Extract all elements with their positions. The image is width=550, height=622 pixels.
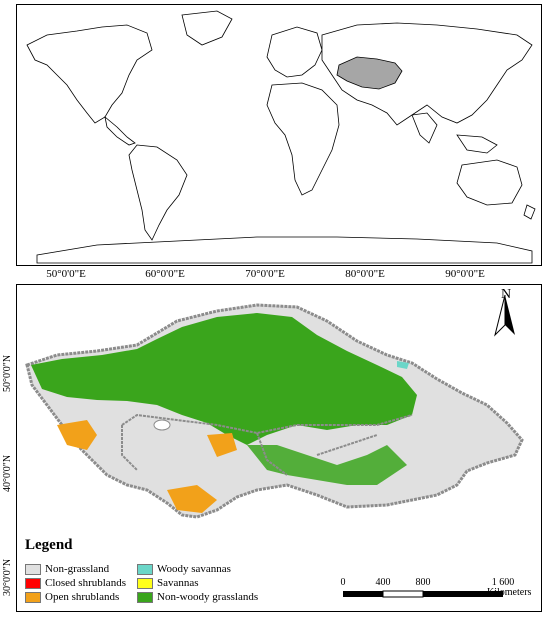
southeast-asia — [456, 134, 498, 154]
scale-label-0: 0 — [340, 577, 346, 588]
central-asia-highlight — [336, 56, 403, 90]
legend-swatch — [137, 577, 153, 589]
india — [411, 112, 438, 144]
north-america — [26, 24, 153, 124]
woody-savannas — [397, 361, 409, 369]
legend-item-non-grassland: Non-grassland — [25, 563, 109, 575]
south-america — [128, 144, 188, 241]
scale-label-400: 400 — [375, 577, 391, 588]
greenland — [181, 10, 233, 46]
legend-swatch — [137, 563, 153, 575]
lake — [153, 419, 171, 431]
legend-swatch — [25, 577, 41, 589]
scale-label-800: 800 — [415, 577, 431, 588]
legend-swatch — [25, 591, 41, 603]
latitude-tick-40: 40°0'0"N — [2, 454, 13, 492]
antarctica — [36, 236, 533, 264]
region-map-panel: N Legend Non-grassland Closed shrublands… — [16, 284, 542, 612]
open-shrublands-mid — [207, 433, 237, 457]
legend-item-woody-savannas: Woody savannas — [137, 563, 231, 575]
north-arrow-icon — [494, 294, 515, 337]
longitude-tick-60: 60°0'0"E — [145, 268, 185, 280]
legend-item-non-woody-grasslands: Non-woody grasslands — [137, 591, 258, 603]
latitude-tick-50: 50°0'0"N — [2, 354, 13, 392]
asia — [321, 22, 533, 126]
new-zealand — [523, 204, 536, 220]
legend-item-savannas: Savannas — [137, 577, 199, 589]
open-shrublands-west — [57, 420, 97, 450]
world-map-panel — [16, 4, 542, 266]
scale-label-1600: 1 600 — [491, 577, 515, 588]
legend-item-closed-shrublands: Closed shrublands — [25, 577, 126, 589]
longitude-tick-50: 50°0'0"E — [46, 268, 86, 280]
region-map — [25, 294, 524, 598]
north-label: N — [501, 287, 512, 302]
grassland-band — [31, 313, 417, 445]
scale-unit: Kilometers — [487, 587, 532, 598]
open-shrublands-south — [167, 485, 217, 513]
legend-swatch — [25, 563, 41, 575]
latitude-tick-30: 30°0'0"N — [2, 558, 13, 596]
africa — [266, 82, 340, 196]
legend-item-open-shrublands: Open shrublands — [25, 591, 119, 603]
longitude-tick-90: 90°0'0"E — [445, 268, 485, 280]
australia — [456, 159, 523, 206]
legend-title: Legend — [25, 537, 73, 553]
legend-swatch — [137, 591, 153, 603]
europe — [266, 26, 323, 78]
scale-bar — [343, 590, 503, 598]
world-map — [26, 10, 536, 264]
longitude-tick-70: 70°0'0"E — [245, 268, 285, 280]
longitude-tick-80: 80°0'0"E — [345, 268, 385, 280]
central-america — [104, 115, 136, 146]
